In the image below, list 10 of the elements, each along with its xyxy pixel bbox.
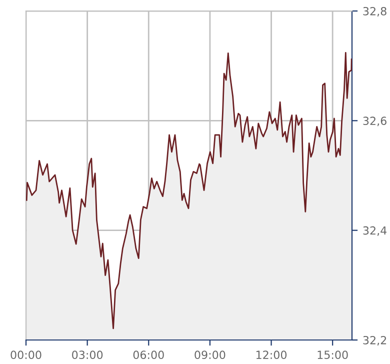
x-tick-label: 09:00 bbox=[194, 350, 226, 360]
x-tick-label: 03:00 bbox=[72, 350, 103, 360]
x-tick-label: 00:00 bbox=[10, 350, 42, 360]
y-tick-label: 32,6 bbox=[363, 116, 386, 126]
y-tick-label: 32,2 bbox=[363, 336, 386, 346]
y-tick-label: 32,4 bbox=[363, 226, 387, 236]
x-tick-label: 15:00 bbox=[318, 350, 348, 360]
x-tick-label: 06:00 bbox=[133, 350, 164, 360]
x-tick-label: 12:00 bbox=[256, 350, 287, 360]
y-tick-label: 32,8 bbox=[363, 6, 386, 17]
